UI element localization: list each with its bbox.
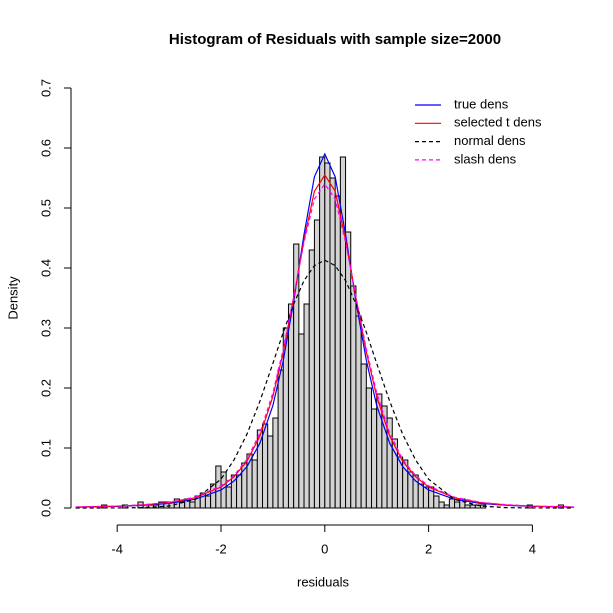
histogram-bar xyxy=(277,369,284,509)
x-tick-label: 4 xyxy=(529,541,536,556)
x-tick-label: 0 xyxy=(321,541,328,556)
histogram-bar xyxy=(329,177,336,509)
density-curve xyxy=(75,152,574,508)
histogram-bar xyxy=(267,435,274,509)
x-axis-label: residuals xyxy=(297,574,350,589)
histogram-bar xyxy=(262,423,269,509)
histogram-bar xyxy=(469,504,476,509)
histogram-bar xyxy=(454,501,461,509)
histogram-bar xyxy=(345,231,352,509)
legend-label: selected t dens xyxy=(454,115,542,130)
histogram-bar xyxy=(230,474,238,509)
y-tick-label: 0.5 xyxy=(38,199,53,217)
histogram-bar xyxy=(365,387,373,509)
histogram-bar xyxy=(417,483,424,509)
histogram-bar xyxy=(438,501,445,509)
x-tick-label: -4 xyxy=(111,541,123,556)
histogram-bar xyxy=(236,474,243,509)
histogram-bar xyxy=(272,417,279,509)
histogram-bar xyxy=(298,333,305,509)
y-tick-label: 0.3 xyxy=(38,319,53,337)
histogram-bar xyxy=(324,162,331,509)
histogram-bar xyxy=(350,285,357,509)
y-tick-label: 0.0 xyxy=(38,499,53,517)
histogram-bar xyxy=(225,486,232,509)
y-tick-label: 0.4 xyxy=(38,259,53,277)
histogram-bar xyxy=(412,474,419,509)
y-axis-label: Density xyxy=(5,276,20,320)
histogram-bar xyxy=(334,195,341,509)
histogram-bar xyxy=(189,501,196,509)
histogram-bar xyxy=(355,315,362,509)
legend-label: slash dens xyxy=(454,151,517,166)
x-tick-label: -2 xyxy=(215,541,227,556)
legend-label: normal dens xyxy=(454,133,526,148)
histogram-bar xyxy=(210,483,217,509)
x-tick-label: 2 xyxy=(425,541,432,556)
histogram-bar xyxy=(433,495,440,509)
legend-label: true dens xyxy=(454,96,509,111)
density-curve xyxy=(75,259,574,509)
y-tick-label: 0.6 xyxy=(38,139,53,157)
y-tick-label: 0.1 xyxy=(38,439,53,457)
density-curve xyxy=(75,173,574,508)
histogram-bar xyxy=(319,156,326,509)
density-curve xyxy=(75,182,574,508)
y-tick-label: 0.7 xyxy=(38,79,53,97)
histogram-bar xyxy=(360,363,367,509)
histogram-bar xyxy=(204,495,212,509)
histogram-bar xyxy=(287,303,295,509)
y-tick-label: 0.2 xyxy=(38,379,53,397)
histogram-bar xyxy=(251,459,258,509)
histogram-bar xyxy=(371,408,378,509)
chart-title: Histogram of Residuals with sample size=… xyxy=(169,31,501,48)
histogram-bar xyxy=(464,504,471,509)
histogram-bar xyxy=(303,303,310,509)
histogram-bar xyxy=(448,498,456,509)
histogram-bar xyxy=(308,249,315,509)
histogram-bar xyxy=(443,504,450,509)
